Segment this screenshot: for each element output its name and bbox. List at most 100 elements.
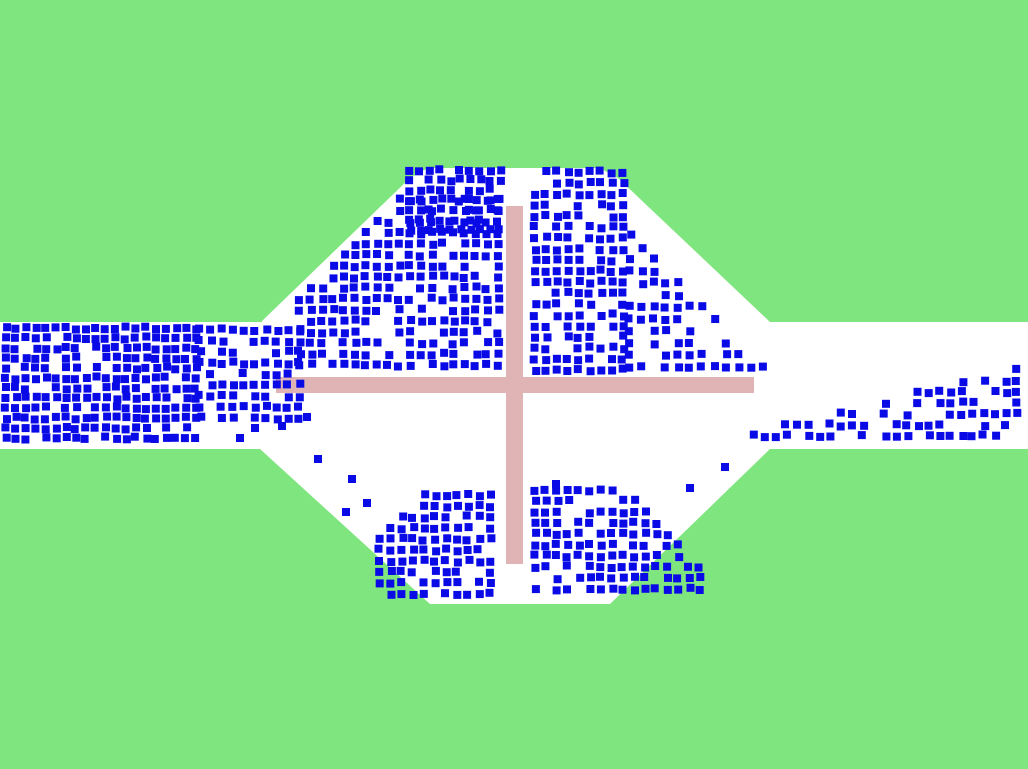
particle: [586, 279, 595, 288]
particle: [673, 540, 682, 549]
particle: [542, 256, 551, 264]
particle: [857, 431, 866, 440]
particle: [596, 529, 605, 538]
particle: [285, 338, 294, 347]
particle: [945, 431, 954, 440]
particle: [553, 255, 562, 264]
particle: [596, 265, 605, 274]
particle: [260, 336, 269, 345]
particle: [443, 534, 452, 543]
particle: [936, 432, 945, 440]
particle: [339, 293, 347, 302]
particle: [153, 364, 162, 372]
particle: [372, 294, 381, 302]
particle: [51, 412, 60, 421]
particle: [172, 355, 181, 364]
particle: [182, 403, 191, 412]
particle: [416, 239, 425, 248]
particle: [445, 225, 454, 234]
particle: [452, 491, 461, 500]
particle: [162, 423, 171, 432]
particle: [543, 528, 551, 537]
particle: [424, 226, 433, 235]
particle: [436, 186, 444, 195]
particle: [206, 370, 214, 379]
particle: [586, 322, 595, 331]
particle: [61, 323, 70, 331]
particle: [142, 332, 151, 341]
particle: [618, 364, 627, 373]
particle: [183, 423, 192, 432]
particle: [563, 486, 572, 494]
particle: [464, 490, 473, 498]
particle: [532, 496, 541, 505]
particle: [609, 342, 618, 351]
particle: [494, 284, 503, 293]
particle: [608, 486, 617, 495]
particle: [686, 327, 695, 336]
particle: [408, 534, 417, 543]
particle: [70, 344, 79, 353]
particle: [674, 339, 683, 348]
particle: [208, 336, 216, 345]
particle: [263, 325, 272, 334]
particle: [461, 239, 470, 248]
particle: [575, 311, 584, 320]
particle: [624, 327, 633, 336]
particle: [282, 403, 291, 412]
particle: [597, 190, 606, 199]
particle: [361, 261, 370, 270]
particle: [453, 535, 462, 544]
particle: [340, 316, 349, 325]
particle: [642, 507, 650, 516]
particle: [606, 234, 615, 243]
particle: [597, 366, 606, 375]
particle: [395, 194, 404, 203]
particle: [575, 277, 584, 285]
particle: [152, 414, 161, 423]
particle: [151, 373, 160, 382]
particle: [62, 375, 71, 384]
particle: [493, 230, 502, 238]
particle: [31, 424, 40, 433]
particle: [696, 362, 705, 371]
particle: [673, 303, 682, 312]
particle: [432, 547, 441, 556]
particle: [419, 545, 428, 554]
particle: [618, 168, 627, 177]
particle: [969, 397, 978, 406]
particle: [122, 435, 131, 444]
particle: [83, 384, 92, 393]
particle: [674, 585, 683, 594]
particle: [361, 317, 370, 326]
particle: [10, 382, 19, 391]
particle: [573, 333, 582, 342]
particle: [484, 338, 493, 347]
particle: [1001, 421, 1009, 430]
particle: [417, 304, 426, 313]
particle: [608, 366, 617, 375]
particle: [238, 369, 247, 377]
particle: [564, 332, 573, 341]
particle: [160, 384, 169, 393]
particle: [271, 337, 280, 346]
particle: [351, 327, 360, 336]
particle: [103, 412, 112, 421]
particle: [53, 393, 62, 402]
particle: [151, 354, 160, 363]
particle: [540, 190, 549, 198]
particle: [652, 551, 661, 559]
particle: [493, 217, 501, 226]
particle: [62, 423, 71, 431]
particle: [0, 403, 9, 412]
particle: [274, 327, 283, 335]
particle: [363, 499, 371, 507]
particle: [474, 206, 483, 215]
particle: [553, 575, 562, 584]
particle: [449, 206, 458, 215]
particle: [373, 283, 382, 292]
particle: [32, 375, 40, 384]
particle: [531, 563, 540, 572]
particle: [340, 329, 349, 338]
particle: [349, 283, 358, 292]
